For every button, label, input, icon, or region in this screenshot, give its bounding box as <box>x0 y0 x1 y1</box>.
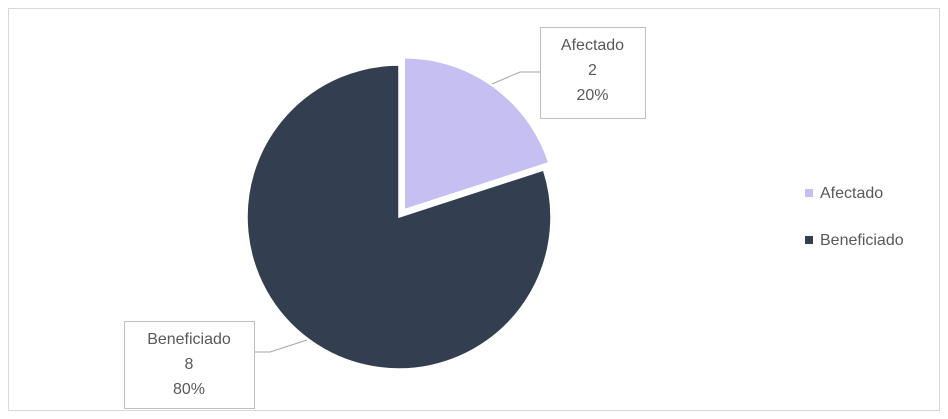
data-label-percent: 20% <box>576 87 608 104</box>
data-label-value: 8 <box>185 356 194 373</box>
legend-swatch <box>805 236 813 244</box>
data-label-percent: 80% <box>173 381 205 398</box>
pie-slice <box>246 64 552 370</box>
leader-line <box>491 71 540 85</box>
pie-slice <box>403 56 550 211</box>
data-label-name: Beneficiado <box>147 331 231 348</box>
data-label-name: Afectado <box>561 37 624 54</box>
legend-swatch <box>805 189 813 197</box>
data-label-box <box>124 321 255 409</box>
leader-line <box>254 339 308 353</box>
legend-label: Afectado <box>820 185 883 202</box>
data-label-box <box>540 27 646 119</box>
legend-label: Beneficiado <box>820 232 904 249</box>
data-label-value: 2 <box>588 62 597 79</box>
